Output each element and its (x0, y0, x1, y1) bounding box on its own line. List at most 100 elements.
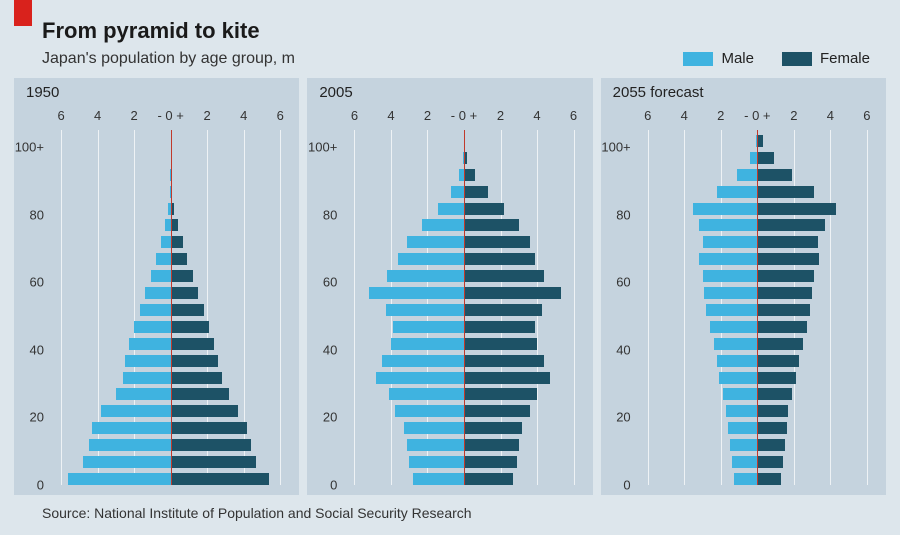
female-bar (171, 473, 270, 485)
female-bar (757, 287, 812, 299)
female-bar (757, 152, 773, 164)
male-bar (393, 321, 464, 333)
gridline (280, 130, 281, 485)
y-tick-label: 100+ (308, 139, 337, 154)
source-text: Source: National Institute of Population… (42, 505, 472, 521)
male-bar (391, 338, 464, 350)
x-tick-label: 2 (131, 108, 138, 123)
y-tick-label: 40 (323, 342, 337, 357)
female-bar (757, 439, 784, 451)
x-tick-label: 4 (387, 108, 394, 123)
gridline (574, 130, 575, 485)
male-bar (723, 388, 758, 400)
y-tick-label: 40 (30, 342, 44, 357)
y-tick-label: 0 (37, 478, 44, 493)
x-tick-label: 2 (204, 108, 211, 123)
male-bar (161, 236, 171, 248)
female-bar (757, 321, 806, 333)
x-tick-label: 4 (827, 108, 834, 123)
panel-2005: 2005642- 0 +246020406080100+ (307, 78, 592, 495)
male-bar (398, 253, 464, 265)
male-bar (407, 439, 464, 451)
x-tick-label: 2 (497, 108, 504, 123)
male-bar (387, 270, 464, 282)
female-bar (757, 405, 788, 417)
x-tick-label: 2 (424, 108, 431, 123)
gridline (830, 130, 831, 485)
male-bar (92, 422, 171, 434)
panel-title: 1950 (26, 84, 59, 101)
panel-1950: 1950642- 0 +246020406080100+ (14, 78, 299, 495)
female-bar (464, 270, 544, 282)
legend-female-label: Female (820, 50, 870, 67)
accent-tab (14, 0, 32, 26)
female-bar (171, 372, 222, 384)
female-bar (757, 236, 817, 248)
y-tick-label: 100+ (15, 139, 44, 154)
y-tick-label: 0 (623, 478, 630, 493)
y-tick-label: 0 (330, 478, 337, 493)
center-line (171, 130, 172, 485)
gridline (648, 130, 649, 485)
female-bar (757, 388, 792, 400)
x-tick-label: 6 (863, 108, 870, 123)
female-swatch (782, 52, 812, 66)
x-tick-label: - 0 + (744, 108, 770, 123)
female-bar (464, 338, 537, 350)
gridline (61, 130, 62, 485)
female-bar (757, 270, 814, 282)
male-bar (737, 169, 757, 181)
panel-2055-forecast: 2055 forecast642- 0 +246020406080100+ (601, 78, 886, 495)
x-tick-label: 4 (681, 108, 688, 123)
male-bar (404, 422, 464, 434)
female-bar (171, 219, 178, 231)
female-bar (464, 422, 522, 434)
male-bar (101, 405, 170, 417)
female-bar (171, 270, 193, 282)
y-axis-labels: 020406080100+ (601, 130, 635, 485)
male-bar (730, 439, 757, 451)
female-bar (464, 473, 513, 485)
female-bar (757, 219, 825, 231)
male-bar (369, 287, 464, 299)
male-bar (386, 304, 465, 316)
x-tick-label: 6 (351, 108, 358, 123)
male-bar (123, 372, 170, 384)
female-bar (757, 372, 795, 384)
x-axis-labels: 642- 0 +246 (345, 108, 582, 126)
y-tick-label: 60 (616, 275, 630, 290)
x-tick-label: 2 (790, 108, 797, 123)
female-bar (464, 253, 535, 265)
female-bar (464, 405, 530, 417)
female-bar (171, 405, 239, 417)
male-bar (699, 219, 757, 231)
legend-male-label: Male (721, 50, 754, 67)
female-bar (171, 439, 251, 451)
female-bar (464, 236, 530, 248)
legend: Male Female (683, 50, 870, 67)
male-bar (699, 253, 757, 265)
female-bar (464, 372, 550, 384)
female-bar (171, 304, 204, 316)
y-tick-label: 80 (323, 207, 337, 222)
female-bar (464, 355, 544, 367)
female-bar (171, 253, 187, 265)
y-tick-label: 60 (323, 275, 337, 290)
female-bar (171, 456, 257, 468)
x-axis-labels: 642- 0 +246 (639, 108, 876, 126)
male-bar (376, 372, 464, 384)
male-bar (734, 473, 758, 485)
female-bar (171, 338, 215, 350)
male-bar (717, 186, 757, 198)
female-bar (464, 219, 519, 231)
male-bar (151, 270, 171, 282)
center-line (757, 130, 758, 485)
male-bar (438, 203, 464, 215)
male-bar (156, 253, 171, 265)
x-tick-label: 6 (570, 108, 577, 123)
chart-title: From pyramid to kite (42, 18, 880, 44)
x-tick-label: 4 (94, 108, 101, 123)
male-bar (409, 456, 464, 468)
panel-title: 2005 (319, 84, 352, 101)
male-bar (750, 152, 757, 164)
